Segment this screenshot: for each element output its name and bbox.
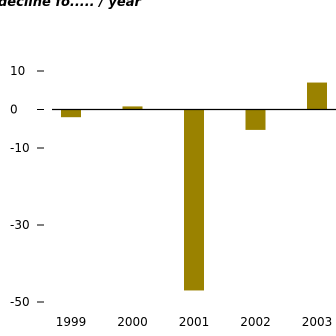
x-tick-label: 1999	[56, 315, 87, 329]
bar-2002	[245, 109, 266, 130]
chart-title: decline fo..... / year	[0, 0, 141, 10]
bars	[61, 82, 327, 291]
x-tick-label: 2001	[179, 315, 210, 329]
x-tick-label: 2003	[302, 315, 333, 329]
bar-2000	[122, 106, 143, 110]
y-tick-label: -50	[10, 295, 30, 309]
x-tick-label: 2002	[240, 315, 271, 329]
bar-1999	[61, 109, 81, 118]
x-tick-label: 2000	[117, 315, 148, 329]
y-tick-label: 0	[10, 103, 18, 117]
y-tick-label: 10	[10, 64, 25, 78]
bar-2003	[307, 82, 327, 110]
bar-2001	[184, 109, 204, 291]
x-axis-labels: 1999 2000 2001 2002 2003	[56, 315, 333, 329]
y-axis: 10 0 -10 -30 -50	[10, 64, 44, 309]
y-tick-label: -30	[10, 218, 30, 232]
y-tick-label: -10	[10, 141, 30, 155]
